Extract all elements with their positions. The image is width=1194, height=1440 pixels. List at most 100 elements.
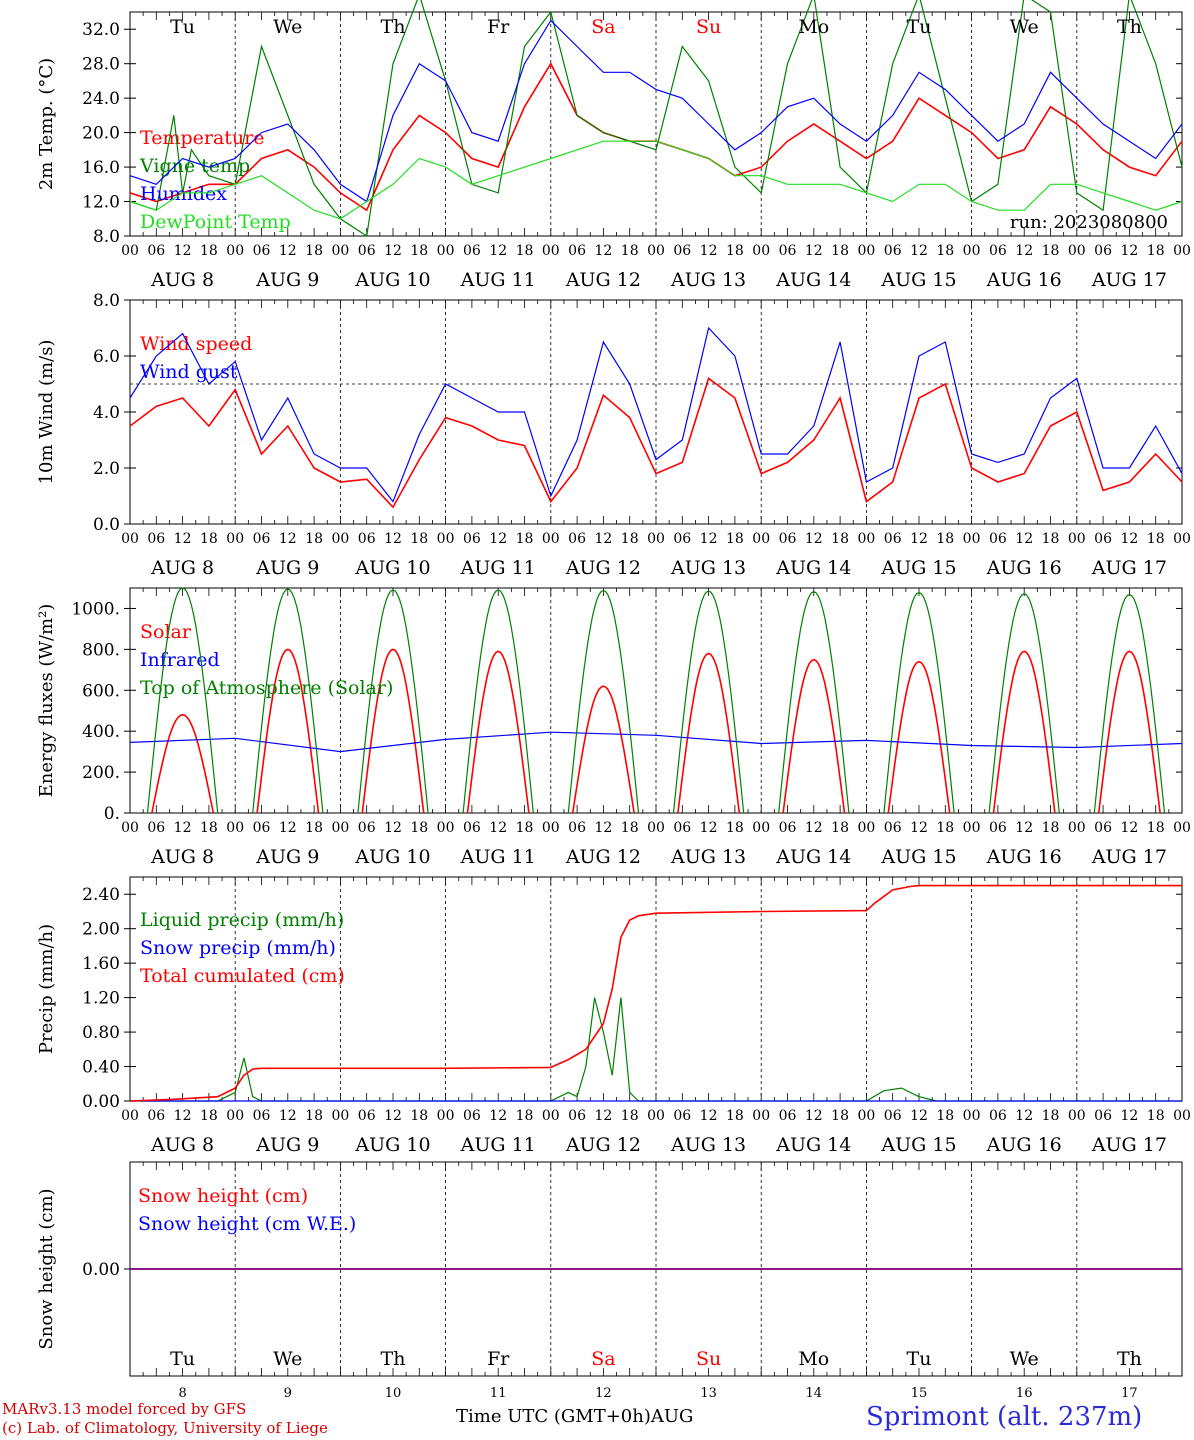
hour-label: 18 xyxy=(516,820,534,836)
y-tick-label: 0. xyxy=(104,804,120,824)
hour-label: 06 xyxy=(673,531,691,547)
weekday-label-top: Tu xyxy=(170,16,195,38)
weekday-label-top: Tu xyxy=(907,16,932,38)
y-tick-label: 600. xyxy=(82,681,120,701)
hour-label: 12 xyxy=(1120,820,1138,836)
hour-label: 06 xyxy=(779,1108,797,1124)
day-number: 16 xyxy=(1016,1386,1033,1401)
hour-label: 18 xyxy=(936,531,954,547)
series-line-green xyxy=(130,997,1182,1102)
hour-label: 12 xyxy=(384,1108,402,1124)
hour-label: 00 xyxy=(226,1108,244,1124)
weekday-label-bottom: Th xyxy=(1117,1348,1142,1370)
hour-label: 00 xyxy=(121,243,139,259)
hour-label: 12 xyxy=(384,820,402,836)
date-label: AUG 12 xyxy=(565,1134,641,1156)
hour-label: 12 xyxy=(489,1108,507,1124)
hour-label: 06 xyxy=(147,820,165,836)
hour-label: 18 xyxy=(726,531,744,547)
date-label: AUG 12 xyxy=(565,557,641,579)
date-label: AUG 13 xyxy=(670,269,746,291)
weekday-label-top: Th xyxy=(1117,16,1142,38)
date-label: AUG 16 xyxy=(986,1134,1062,1156)
hour-label: 12 xyxy=(910,1108,928,1124)
date-label: AUG 10 xyxy=(354,1134,430,1156)
hour-label: 00 xyxy=(752,243,770,259)
series-line-red xyxy=(129,884,1182,1102)
hour-label: 06 xyxy=(253,243,271,259)
date-label: AUG 11 xyxy=(460,269,536,291)
y-tick-label: 0.0 xyxy=(93,515,120,535)
hour-label: 00 xyxy=(542,1108,560,1124)
hour-label: 00 xyxy=(226,243,244,259)
time-label-text: Time UTC (GMT+0h) xyxy=(456,1406,651,1427)
hour-label: 06 xyxy=(463,243,481,259)
hour-label: 06 xyxy=(568,531,586,547)
day-number: 10 xyxy=(385,1386,402,1401)
date-label: AUG 11 xyxy=(460,557,536,579)
weekday-label-bottom: Tu xyxy=(907,1348,932,1370)
series-arch-red xyxy=(1097,650,1161,814)
hour-label: 18 xyxy=(200,531,218,547)
hour-label: 12 xyxy=(279,820,297,836)
hour-label: 00 xyxy=(647,820,665,836)
hour-label: 18 xyxy=(200,243,218,259)
hour-label: 18 xyxy=(305,531,323,547)
hour-label: 00 xyxy=(963,820,981,836)
day-number: 11 xyxy=(490,1386,507,1401)
series-arch-green xyxy=(672,590,745,814)
hour-label: 12 xyxy=(910,243,928,259)
hour-label: 00 xyxy=(226,531,244,547)
hour-label: 00 xyxy=(542,820,560,836)
hour-label: 00 xyxy=(1068,243,1086,259)
legend-entry: Infrared xyxy=(140,649,220,671)
hour-label: 00 xyxy=(1173,531,1191,547)
hour-label: 00 xyxy=(331,243,349,259)
date-label: AUG 8 xyxy=(150,846,214,868)
hour-label: 12 xyxy=(910,820,928,836)
date-label: AUG 16 xyxy=(986,269,1062,291)
hour-label: 00 xyxy=(331,1108,349,1124)
hour-label: 06 xyxy=(568,243,586,259)
y-tick-label: 0.40 xyxy=(82,1058,120,1078)
hour-label: 06 xyxy=(673,243,691,259)
legend-entry: Liquid precip (mm/h) xyxy=(140,909,344,931)
model-credit: MARv3.13 model forced by GFS xyxy=(2,1400,247,1418)
hour-label: 12 xyxy=(594,820,612,836)
date-label: AUG 14 xyxy=(775,269,851,291)
y-tick-label: 20.0 xyxy=(82,124,120,144)
hour-label: 06 xyxy=(673,820,691,836)
day-number: 15 xyxy=(911,1386,928,1401)
hour-label: 00 xyxy=(121,820,139,836)
hour-label: 12 xyxy=(805,1108,823,1124)
hour-label: 12 xyxy=(489,531,507,547)
day-number: 13 xyxy=(700,1386,717,1401)
weekday-label-top: We xyxy=(273,16,302,38)
hour-label: 06 xyxy=(358,820,376,836)
hour-label: 12 xyxy=(279,1108,297,1124)
hour-label: 12 xyxy=(174,820,192,836)
hour-label: 18 xyxy=(516,531,534,547)
y-tick-label: 8.0 xyxy=(93,227,120,247)
hour-label: 06 xyxy=(779,820,797,836)
series-arch-green xyxy=(357,589,429,814)
date-label: AUG 17 xyxy=(1091,557,1167,579)
y-tick-label: 400. xyxy=(82,722,120,742)
hour-label: 18 xyxy=(936,1108,954,1124)
hour-label: 18 xyxy=(936,820,954,836)
hour-label: 06 xyxy=(147,531,165,547)
hour-label: 12 xyxy=(489,243,507,259)
hour-label: 06 xyxy=(673,1108,691,1124)
date-label: AUG 16 xyxy=(986,557,1062,579)
legend-entry: Snow height (cm W.E.) xyxy=(138,1213,356,1235)
hour-label: 12 xyxy=(384,531,402,547)
hour-label: 00 xyxy=(963,531,981,547)
hour-label: 06 xyxy=(358,1108,376,1124)
hour-label: 00 xyxy=(857,1108,875,1124)
hour-label: 12 xyxy=(174,1108,192,1124)
hour-label: 12 xyxy=(174,531,192,547)
date-label: AUG 14 xyxy=(775,1134,851,1156)
series-line-lime xyxy=(129,140,1183,220)
hour-label: 18 xyxy=(305,820,323,836)
